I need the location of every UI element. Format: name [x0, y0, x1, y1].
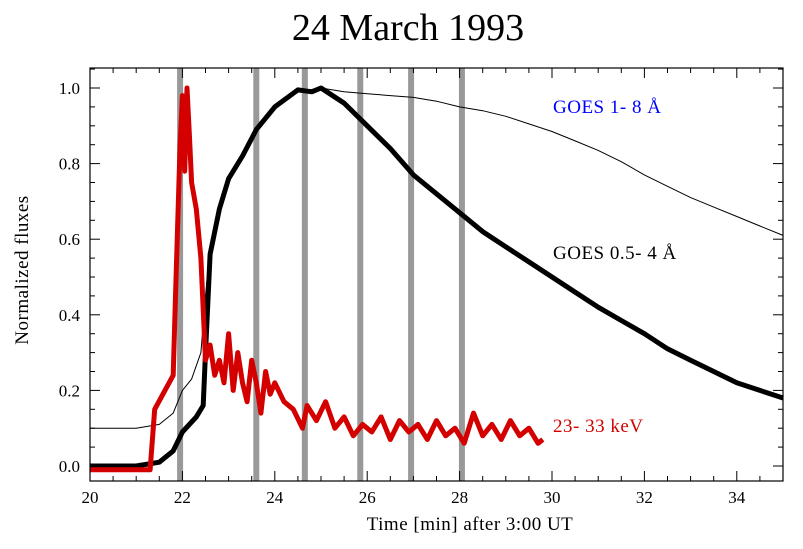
legend-goes-1-8: GOES 1- 8 Å: [553, 97, 661, 118]
series-line-1: [90, 85, 784, 469]
series-line-2: [90, 85, 545, 473]
y-tick-label: 0.6: [59, 230, 80, 249]
series-line-0: [90, 87, 784, 429]
x-tick-label: 22: [174, 488, 191, 507]
legend-goes-05-4: GOES 0.5- 4 Å: [553, 243, 677, 264]
x-tick-label: 26: [359, 488, 376, 507]
y-tick-label: 0.8: [59, 155, 80, 174]
x-tick-label: 24: [266, 488, 284, 507]
y-tick-label: 0.0: [59, 457, 80, 476]
x-axis-label: Time [min] after 3:00 UT: [367, 514, 574, 535]
legend-23-33-kev: 23- 33 keV: [553, 416, 643, 437]
x-tick-label: 20: [82, 488, 99, 507]
x-tick-label: 28: [451, 488, 468, 507]
x-tick-label: 34: [728, 488, 746, 507]
x-tick-label: 32: [636, 488, 653, 507]
y-tick-label: 0.2: [59, 381, 80, 400]
y-axis-label: Normalized fluxes: [12, 195, 33, 344]
y-tick-label: 0.4: [59, 306, 81, 325]
y-tick-label: 1.0: [59, 79, 80, 98]
chart-title: 24 March 1993: [292, 7, 524, 49]
x-tick-label: 30: [544, 488, 561, 507]
